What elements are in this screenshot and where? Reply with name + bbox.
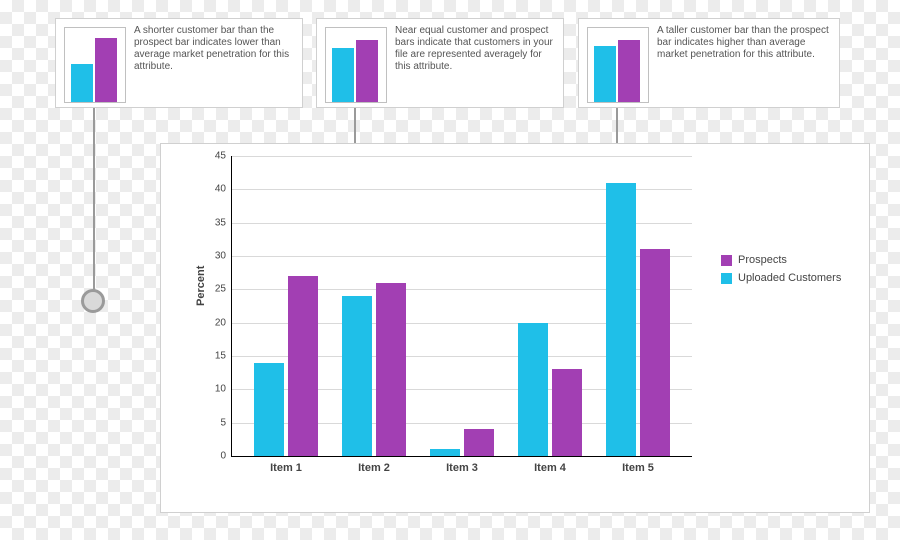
mini-prospects-bar: [356, 40, 378, 102]
y-tick-label: 30: [215, 251, 232, 262]
y-tick-label: 20: [215, 317, 232, 328]
callout-minichart: [325, 27, 387, 103]
y-tick-label: 5: [220, 417, 232, 428]
prospects-bar: [640, 249, 670, 456]
y-tick-label: 40: [215, 184, 232, 195]
mini-prospects-bar: [95, 38, 117, 102]
legend-label: Uploaded Customers: [738, 272, 841, 284]
callout-text: A shorter customer bar than the prospect…: [134, 25, 296, 73]
legend-item-customers: Uploaded Customers: [721, 272, 841, 284]
y-tick-label: 35: [215, 217, 232, 228]
customers-bar: [430, 449, 460, 456]
mini-prospects-bar: [618, 40, 640, 102]
x-tick-label: Item 5: [622, 456, 654, 474]
customers-bar: [254, 363, 284, 456]
prospects-bar: [288, 276, 318, 456]
callout-text: Near equal customer and prospect bars in…: [395, 25, 557, 73]
mini-customers-bar: [332, 48, 354, 102]
mini-customers-bar: [594, 46, 616, 102]
leader-dot: [81, 289, 105, 313]
x-tick-label: Item 2: [358, 456, 390, 474]
y-tick-label: 15: [215, 351, 232, 362]
x-tick-label: Item 1: [270, 456, 302, 474]
prospects-bar: [552, 369, 582, 456]
legend: Prospects Uploaded Customers: [721, 254, 841, 290]
legend-swatch: [721, 273, 732, 284]
main-chart-panel: Percent 051015202530354045Item 1Item 2It…: [160, 143, 870, 513]
prospects-bar: [376, 283, 406, 456]
leader-line: [93, 108, 95, 301]
callout-equal: Near equal customer and prospect bars in…: [316, 18, 564, 108]
plot-area: 051015202530354045Item 1Item 2Item 3Item…: [231, 156, 692, 457]
legend-label: Prospects: [738, 254, 787, 266]
legend-item-prospects: Prospects: [721, 254, 841, 266]
prospects-bar: [464, 429, 494, 456]
callout-minichart: [587, 27, 649, 103]
customers-bar: [518, 323, 548, 456]
legend-swatch: [721, 255, 732, 266]
y-tick-label: 45: [215, 151, 232, 162]
callout-higher: A taller customer bar than the prospect …: [578, 18, 840, 108]
callout-lower: A shorter customer bar than the prospect…: [55, 18, 303, 108]
stage: A shorter customer bar than the prospect…: [0, 0, 900, 540]
y-axis-label: Percent: [195, 266, 207, 306]
customers-bar: [342, 296, 372, 456]
y-tick-label: 25: [215, 284, 232, 295]
mini-customers-bar: [71, 64, 93, 102]
y-tick-label: 0: [220, 451, 232, 462]
callout-minichart: [64, 27, 126, 103]
callout-text: A taller customer bar than the prospect …: [657, 25, 833, 61]
gridline: [232, 156, 692, 157]
x-tick-label: Item 3: [446, 456, 478, 474]
x-tick-label: Item 4: [534, 456, 566, 474]
customers-bar: [606, 183, 636, 456]
y-tick-label: 10: [215, 384, 232, 395]
